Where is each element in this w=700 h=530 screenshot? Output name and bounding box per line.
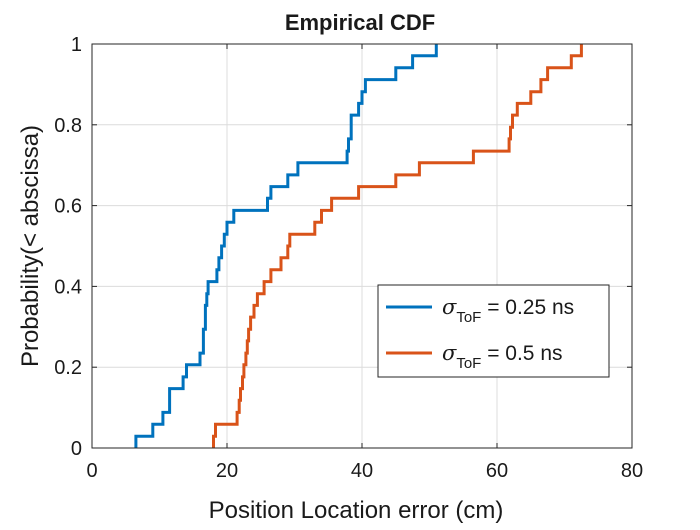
y-tick-label: 0.6: [54, 196, 82, 218]
x-tick-label: 80: [621, 460, 643, 482]
chart-title: Empirical CDF: [285, 10, 435, 35]
x-axis-label: Position Location error (cm): [209, 497, 504, 524]
x-tick-label: 60: [486, 460, 508, 482]
y-tick-label: 0.8: [54, 115, 82, 137]
ticks: 0 20 40 60 80 0 0.2 0.4 0.6 0.8 1: [54, 34, 643, 482]
y-tick-label: 0.2: [54, 357, 82, 379]
series-line-1: [134, 44, 438, 448]
x-tick-label: 20: [216, 460, 238, 482]
y-axis-label: Probability(< abscissa): [17, 125, 44, 367]
x-tick-label: 0: [86, 460, 97, 482]
legend-entry-2: σToF = 0.5 ns: [442, 341, 563, 372]
y-tick-label: 1: [71, 34, 82, 56]
y-tick-label: 0.4: [54, 276, 82, 298]
y-tick-label: 0: [71, 438, 82, 460]
series-layer: [134, 44, 583, 448]
plot-area: 0 20 40 60 80 0 0.2 0.4 0.6 0.8 1: [54, 34, 643, 482]
legend: σToF = 0.25 ns σToF = 0.5 ns: [377, 284, 610, 378]
legend-box: [377, 284, 610, 378]
legend-entry-1: σToF = 0.25 ns: [442, 295, 574, 326]
x-tick-label: 40: [351, 460, 373, 482]
series-line-2: [212, 44, 583, 448]
